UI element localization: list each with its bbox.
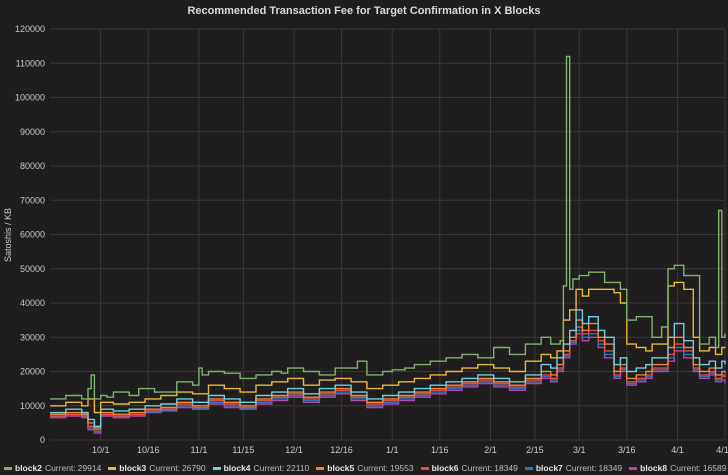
legend-series-name: block7 <box>535 463 563 473</box>
y-tick-label: 0 <box>40 435 45 445</box>
series-line-block8 <box>50 333 726 434</box>
series-line-block4 <box>50 309 726 427</box>
legend-series-name: block3 <box>119 463 147 473</box>
legend-series-name: block8 <box>640 463 668 473</box>
legend-swatch <box>420 466 429 470</box>
x-tick-label: 4/1 <box>671 445 684 455</box>
legend-series-name: block4 <box>223 463 251 473</box>
legend: block2 Current: 29914 block3 Current: 26790 bl… <box>4 461 728 475</box>
legend-swatch <box>4 466 12 470</box>
x-tick-label: 12/16 <box>330 445 353 455</box>
legend-item-block6[interactable]: block6 Current: 18349 <box>420 463 518 473</box>
series-line-block7 <box>50 329 726 433</box>
legend-current-value: 19553 <box>389 463 414 473</box>
series-line-block2 <box>50 55 726 400</box>
legend-item-block5[interactable]: block5 Current: 19553 <box>316 463 414 473</box>
y-tick-label: 60000 <box>20 230 45 240</box>
legend-current-value: 16589 <box>702 463 727 473</box>
legend-swatch <box>629 466 638 470</box>
legend-current-value: 18349 <box>598 463 623 473</box>
x-tick-label: 2/1 <box>484 445 497 455</box>
y-tick-label: 50000 <box>20 264 45 274</box>
y-tick-label: 100000 <box>15 93 45 103</box>
legend-current-label: Current: <box>44 463 76 473</box>
x-axis-ticks: 10/1 10/16 11/1 11/15 12/1 12/16 1/1 1/16 2/1 2/1… <box>92 445 728 455</box>
legend-current-value: 18349 <box>494 463 518 473</box>
y-tick-label: 120000 <box>15 24 45 34</box>
grid-lines <box>50 28 726 441</box>
y-axis-ticks: 0 10000 20000 30000 40000 50000 60000 70000 8000… <box>15 24 45 445</box>
legend-current-value: 22110 <box>286 463 310 473</box>
legend-swatch <box>212 466 221 470</box>
legend-swatch <box>316 466 325 470</box>
y-tick-label: 70000 <box>20 195 45 205</box>
legend-current-label: Current: <box>149 463 180 473</box>
legend-current-value: 29914 <box>77 463 102 473</box>
y-tick-label: 10000 <box>20 401 45 411</box>
series-line-block6 <box>50 326 726 431</box>
x-tick-label: 3/1 <box>573 445 586 455</box>
legend-current-value: 26790 <box>181 463 206 473</box>
legend-current-label: Current: <box>670 463 701 473</box>
x-tick-label: 10/16 <box>137 445 160 455</box>
legend-item-block8[interactable]: block8 Current: 16589 <box>629 463 726 473</box>
y-tick-label: 90000 <box>20 127 45 137</box>
legend-item-block3[interactable]: block3 Current: 26790 <box>108 463 206 473</box>
legend-current-label: Current: <box>253 463 285 473</box>
x-tick-label: 1/1 <box>386 445 399 455</box>
x-tick-label: 2/15 <box>526 445 544 455</box>
series-lines <box>50 55 726 434</box>
legend-item-block4[interactable]: block4 Current: 22110 <box>212 463 310 473</box>
y-tick-label: 80000 <box>20 161 45 171</box>
x-tick-label: 3/16 <box>618 445 636 455</box>
y-axis-title: Satoshis / KB <box>3 208 13 262</box>
y-tick-label: 20000 <box>20 367 45 377</box>
x-tick-label: 1/16 <box>431 445 449 455</box>
legend-series-name: block5 <box>327 463 355 473</box>
x-tick-label: 11/1 <box>191 445 208 455</box>
x-tick-label: 11/15 <box>232 445 254 455</box>
y-tick-label: 110000 <box>16 58 45 68</box>
legend-current-label: Current: <box>565 463 597 473</box>
legend-item-block7[interactable]: block7 Current: 18349 <box>524 463 623 473</box>
chart-title: Recommended Transaction Fee for Target C… <box>187 5 541 17</box>
legend-current-label: Current: <box>461 463 493 473</box>
legend-item-block2[interactable]: block2 Current: 29914 <box>4 463 101 473</box>
y-tick-label: 30000 <box>20 332 45 342</box>
legend-swatch <box>108 466 117 470</box>
legend-current-label: Current: <box>357 463 388 473</box>
series-line-block3 <box>50 281 726 414</box>
x-tick-label: 12/1 <box>285 445 303 455</box>
y-tick-label: 40000 <box>20 298 45 308</box>
legend-swatch <box>524 466 533 470</box>
x-tick-label: 4/16 <box>716 445 728 455</box>
x-tick-label: 10/1 <box>92 445 110 455</box>
series-line-block5 <box>50 319 726 429</box>
legend-series-name: block2 <box>15 463 42 473</box>
legend-series-name: block6 <box>431 463 459 473</box>
chart-plot: 0 10000 20000 30000 40000 50000 60000 70000 8000… <box>3 24 728 455</box>
